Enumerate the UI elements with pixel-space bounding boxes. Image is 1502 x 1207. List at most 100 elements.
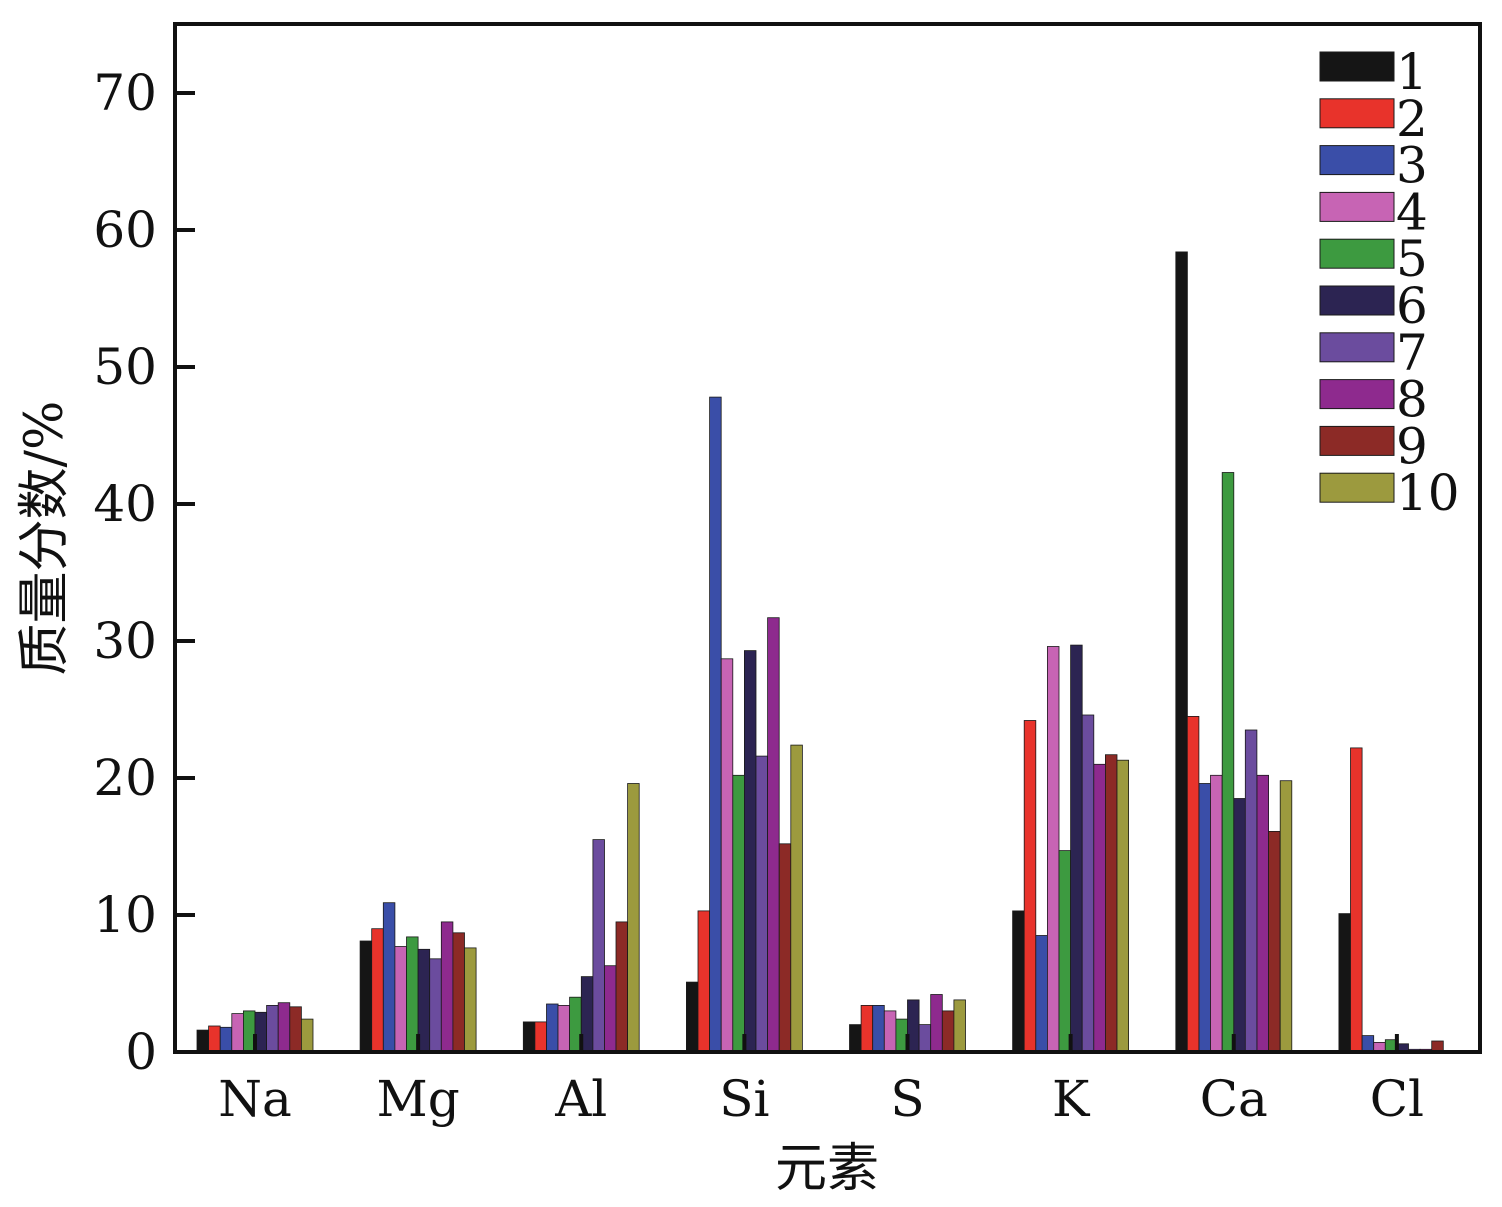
bar-Al-series-3 — [546, 1003, 559, 1053]
y-axis-label: 质量分数/% — [15, 401, 75, 676]
bar-Si-series-7 — [755, 755, 769, 1053]
bar-Ca-series-8 — [1256, 774, 1270, 1053]
legend-swatch-9 — [1319, 425, 1395, 456]
x-axis: Na Mg Al Si S K Ca Cl — [218, 1034, 1424, 1128]
bar-Mg-series-10 — [464, 947, 477, 1053]
legend-swatch-8 — [1319, 379, 1395, 410]
y-tick-label-60: 60 — [93, 201, 157, 259]
bar-K-series-8 — [1093, 763, 1106, 1053]
legend-label-7: 7 — [1396, 324, 1428, 382]
bar-Si-series-2 — [697, 910, 711, 1053]
bar-S-series-9 — [941, 1010, 955, 1053]
legend-label-5: 5 — [1396, 230, 1428, 288]
bar-S-series-7 — [918, 1024, 932, 1053]
legend-swatch-1 — [1319, 51, 1395, 82]
bar-Na-series-9 — [289, 1006, 302, 1053]
bar-Ca-series-7 — [1244, 729, 1258, 1053]
x-axis-label: 元素 — [775, 1139, 879, 1199]
legend-label-8: 8 — [1396, 371, 1428, 429]
bar-K-series-9 — [1105, 754, 1118, 1053]
bar-S-series-1 — [849, 1024, 862, 1053]
bar-Al-series-8 — [604, 965, 617, 1053]
bar-Al-series-2 — [534, 1021, 547, 1053]
y-axis: 0 10 20 30 40 50 60 70 — [93, 64, 195, 1081]
bar-K-series-5 — [1058, 850, 1072, 1053]
bar-Ca-series-10 — [1279, 780, 1293, 1053]
bar-S-series-4 — [883, 1010, 897, 1053]
bar-S-series-3 — [872, 1005, 885, 1053]
bar-Si-series-5 — [732, 774, 745, 1053]
bar-Na-series-4 — [231, 1013, 244, 1053]
legend-label-2: 2 — [1396, 90, 1428, 148]
bar-S-series-8 — [930, 994, 943, 1053]
legend-swatch-10 — [1319, 472, 1395, 503]
legend-swatch-2 — [1319, 98, 1395, 129]
bar-K-series-4 — [1047, 646, 1060, 1053]
x-tick-label-Cl: Cl — [1370, 1070, 1424, 1128]
bar-Ca-series-4 — [1210, 774, 1223, 1053]
plot-frame — [173, 22, 1482, 1054]
y-tick-label-0: 0 — [125, 1023, 157, 1081]
legend-swatch-6 — [1319, 285, 1395, 316]
bar-Si-series-8 — [767, 617, 780, 1053]
bar-Mg-series-3 — [382, 902, 396, 1053]
bar-Si-series-10 — [790, 744, 803, 1053]
legend-swatch-4 — [1319, 191, 1395, 222]
bar-Si-series-9 — [778, 843, 792, 1053]
bar-Ca-series-9 — [1268, 831, 1281, 1053]
bar-Al-series-9 — [615, 921, 629, 1053]
x-tick-label-S: S — [890, 1070, 924, 1128]
legend-label-6: 6 — [1396, 277, 1428, 335]
bar-Al-series-10 — [627, 783, 640, 1053]
bar-Na-series-7 — [266, 1005, 279, 1053]
legend-label-1: 1 — [1396, 43, 1428, 101]
bar-group — [196, 251, 1456, 1053]
bar-Mg-series-4 — [394, 946, 407, 1053]
bar-Na-series-10 — [300, 1018, 314, 1053]
legend-label-9: 9 — [1396, 417, 1428, 475]
bar-K-series-7 — [1081, 714, 1095, 1053]
bar-K-series-1 — [1012, 910, 1025, 1053]
x-tick-label-Mg: Mg — [377, 1070, 460, 1128]
bar-Al-series-4 — [557, 1005, 571, 1053]
legend-label-3: 3 — [1396, 137, 1428, 195]
bar-Ca-series-6 — [1233, 798, 1246, 1053]
bar-K-series-3 — [1035, 935, 1048, 1053]
x-tick-label-Al: Al — [554, 1070, 607, 1128]
bar-Ca-series-2 — [1186, 716, 1200, 1053]
bar-Si-series-1 — [686, 981, 699, 1053]
bar-K-series-2 — [1023, 720, 1037, 1053]
bar-Si-series-4 — [720, 658, 734, 1053]
bar-S-series-10 — [953, 999, 966, 1053]
legend-label-10: 10 — [1396, 464, 1460, 522]
bar-Mg-series-2 — [371, 928, 384, 1053]
bar-Mg-series-8 — [440, 921, 454, 1053]
legend-swatch-5 — [1319, 238, 1395, 269]
bar-Si-series-6 — [744, 650, 757, 1053]
y-tick-label-50: 50 — [93, 338, 157, 396]
bar-Al-series-7 — [592, 839, 605, 1053]
bar-K-series-10 — [1116, 759, 1130, 1053]
y-tick-label-20: 20 — [93, 749, 157, 807]
bar-Cl-series-3 — [1361, 1035, 1375, 1053]
bar-Mg-series-1 — [359, 940, 373, 1053]
legend-swatch-7 — [1319, 332, 1395, 363]
bar-Na-series-2 — [208, 1025, 221, 1053]
bar-Ca-series-5 — [1221, 472, 1235, 1053]
x-tick-label-Si: Si — [719, 1070, 769, 1128]
legend-label-4: 4 — [1396, 183, 1428, 241]
bar-Mg-series-7 — [429, 958, 442, 1053]
bar-S-series-2 — [860, 1005, 874, 1053]
x-tick-label-Na: Na — [218, 1070, 292, 1128]
x-tick-label-Ca: Ca — [1200, 1070, 1268, 1128]
bar-Ca-series-3 — [1198, 783, 1212, 1053]
bar-Na-series-8 — [277, 1002, 291, 1053]
bar-Mg-series-9 — [452, 932, 465, 1053]
bar-Na-series-3 — [219, 1026, 233, 1053]
y-tick-label-40: 40 — [93, 475, 157, 533]
bar-Ca-series-1 — [1175, 251, 1188, 1053]
bar-K-series-6 — [1070, 644, 1083, 1053]
bar-Cl-series-1 — [1338, 913, 1351, 1053]
